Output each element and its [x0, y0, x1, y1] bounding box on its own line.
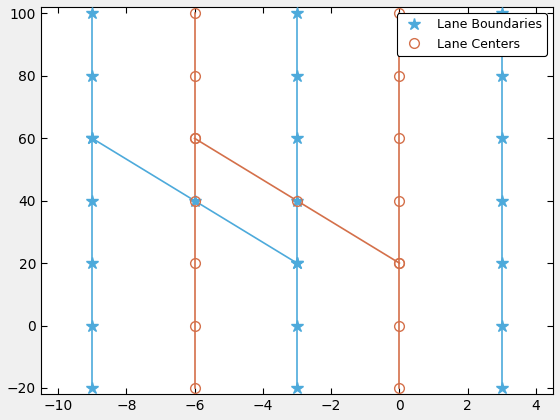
Line: Lane Centers: Lane Centers [190, 8, 199, 393]
Lane Centers [191, 260, 198, 265]
Lane Centers [191, 198, 198, 203]
Lane Centers [191, 136, 198, 141]
Lane Boundaries [89, 386, 96, 391]
Lane Boundaries [89, 198, 96, 203]
Lane Boundaries [89, 74, 96, 79]
Lane Boundaries [89, 323, 96, 328]
Lane Centers [191, 11, 198, 16]
Legend: Lane Boundaries, Lane Centers: Lane Boundaries, Lane Centers [397, 13, 547, 56]
Line: Lane Boundaries: Lane Boundaries [86, 7, 99, 394]
Lane Centers [191, 386, 198, 391]
Lane Centers [191, 323, 198, 328]
Lane Centers [191, 74, 198, 79]
Lane Boundaries [89, 136, 96, 141]
Lane Boundaries [89, 11, 96, 16]
Lane Boundaries [89, 260, 96, 265]
